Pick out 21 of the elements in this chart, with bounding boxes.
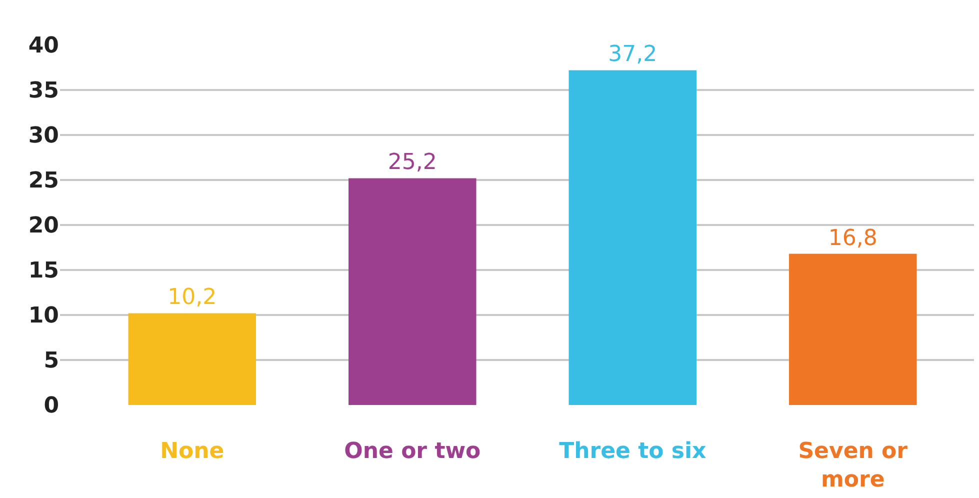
data-label: 37,2 [608,42,658,68]
bar [348,178,476,405]
bar [128,313,256,405]
y-tick-label: 10 [28,304,59,329]
bar [789,254,917,405]
y-tick-label: 30 [28,124,59,149]
y-tick-label: 0 [44,394,59,419]
y-tick-label: 15 [28,258,59,284]
x-tick-label: Seven or more [798,439,908,493]
y-tick-label: 5 [44,348,59,374]
y-tick-label: 20 [28,214,59,239]
y-tick-label: 40 [28,34,59,59]
data-label: 16,8 [828,226,878,251]
y-tick-label: 25 [28,168,59,194]
x-tick-label: None [160,439,224,464]
data-label: 25,2 [388,150,437,176]
x-tick-label: One or two [344,439,481,464]
data-label: 10,2 [168,285,217,310]
y-tick-label: 35 [28,78,59,104]
x-tick-label: Three to six [559,439,706,464]
bar [568,70,696,405]
